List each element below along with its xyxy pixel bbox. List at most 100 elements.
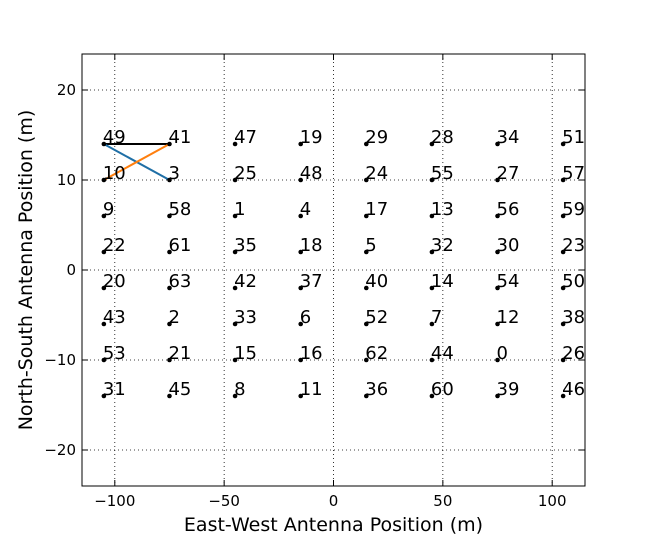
antenna-label-2: 2 [168,307,179,328]
antenna-point-62 [364,357,369,363]
antenna-point-48 [298,177,303,183]
antenna-label-17: 17 [365,199,388,220]
antenna-point-47 [232,141,238,147]
antenna-label-9: 9 [103,199,114,220]
antenna-label-56: 56 [497,199,520,220]
antenna-points [101,141,566,399]
antenna-point-11 [298,393,303,399]
antenna-point-23 [560,249,566,255]
antenna-point-9 [101,213,107,219]
antenna-label-26: 26 [562,343,585,364]
antenna-label-40: 40 [365,271,388,292]
y-tick-label: −20 [44,441,76,459]
antenna-label-10: 10 [103,163,126,184]
antenna-label-51: 51 [562,127,585,148]
antenna-point-6 [298,321,303,327]
x-axis-ticks: −100 −50 0 50 100 [94,54,567,510]
antenna-point-21 [167,357,172,363]
antenna-label-5: 5 [365,235,376,256]
antenna-label-39: 39 [497,379,520,400]
antenna-point-16 [298,357,303,363]
antenna-point-7 [429,321,435,327]
antenna-point-26 [560,357,566,363]
antenna-point-43 [101,321,107,327]
y-axis-label: North-South Antenna Position (m) [15,110,37,431]
antenna-label-8: 8 [234,379,245,400]
antenna-label-45: 45 [168,379,191,400]
antenna-label-31: 31 [103,379,126,400]
antenna-point-41 [167,141,172,147]
antenna-label-63: 63 [168,271,191,292]
antenna-label-59: 59 [562,199,585,220]
antenna-label-53: 53 [103,343,126,364]
antenna-point-33 [232,321,238,327]
antenna-point-18 [298,249,303,255]
antenna-label-19: 19 [300,127,323,148]
antenna-point-10 [101,177,107,183]
antenna-label-7: 7 [431,307,442,328]
antenna-label-47: 47 [234,127,257,148]
antenna-label-34: 34 [497,127,520,148]
antenna-point-36 [364,393,369,399]
antenna-point-29 [364,141,369,147]
antenna-point-61 [167,249,172,255]
antenna-label-18: 18 [300,235,323,256]
antenna-point-59 [560,213,566,219]
antenna-label-36: 36 [365,379,388,400]
antenna-point-3 [167,177,172,183]
antenna-label-1: 1 [234,199,245,220]
antenna-label-20: 20 [103,271,126,292]
antenna-label-21: 21 [168,343,191,364]
antenna-label-42: 42 [234,271,257,292]
antenna-label-14: 14 [431,271,454,292]
antenna-label-48: 48 [300,163,323,184]
antenna-point-27 [495,177,500,183]
antenna-label-46: 46 [562,379,585,400]
antenna-label-50: 50 [562,271,585,292]
antenna-point-44 [429,357,435,363]
antenna-label-11: 11 [300,379,323,400]
antenna-label-49: 49 [103,127,126,148]
x-axis-label: East-West Antenna Position (m) [184,514,483,536]
antenna-point-54 [495,285,500,291]
antenna-label-32: 32 [431,235,454,256]
antenna-point-35 [232,249,238,255]
x-tick-label: −100 [94,492,135,510]
antenna-point-46 [560,393,566,399]
antenna-label-23: 23 [562,235,585,256]
antenna-point-13 [429,213,435,219]
antenna-label-24: 24 [365,163,388,184]
antenna-label-6: 6 [300,307,311,328]
y-tick-label: −10 [44,351,76,369]
antenna-label-57: 57 [562,163,585,184]
antenna-label-28: 28 [431,127,454,148]
antenna-point-12 [495,321,500,327]
antenna-label-30: 30 [497,235,520,256]
antenna-point-52 [364,321,369,327]
grid-lines [82,54,585,486]
antenna-point-55 [429,177,435,183]
antenna-label-22: 22 [103,235,126,256]
antenna-label-38: 38 [562,307,585,328]
antenna-point-51 [560,141,566,147]
antenna-point-20 [101,285,107,291]
antenna-point-37 [298,285,303,291]
antenna-label-44: 44 [431,343,454,364]
antenna-point-5 [364,249,369,255]
antenna-label-27: 27 [497,163,520,184]
antenna-point-28 [429,141,435,147]
antenna-point-31 [101,393,107,399]
antenna-label-33: 33 [234,307,257,328]
antenna-label-12: 12 [497,307,520,328]
baseline-lines [103,143,170,181]
antenna-point-50 [560,285,566,291]
antenna-label-25: 25 [234,163,257,184]
antenna-point-25 [232,177,238,183]
antenna-label-41: 41 [168,127,191,148]
antenna-label-13: 13 [431,199,454,220]
antenna-point-8 [232,393,238,399]
antenna-label-58: 58 [168,199,191,220]
